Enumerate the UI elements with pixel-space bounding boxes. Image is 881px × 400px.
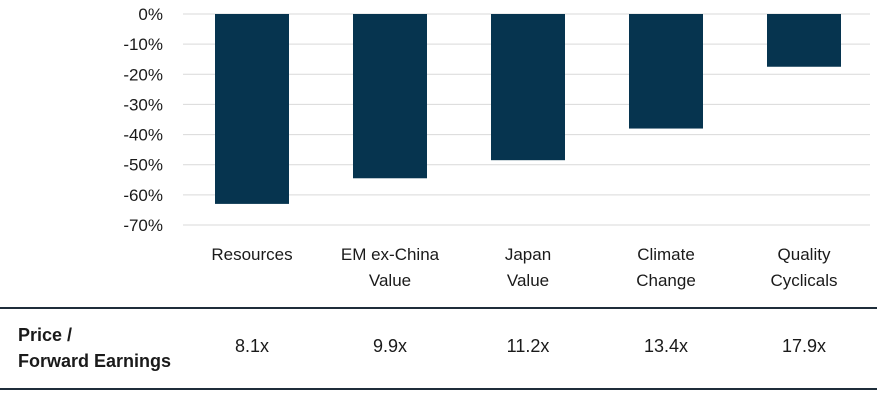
y-tick-label: -20% — [123, 65, 163, 84]
y-tick-label: 0% — [138, 5, 163, 24]
y-tick-label: -10% — [123, 35, 163, 54]
table-bottom-rule — [0, 388, 877, 390]
category-labels: Resources EM ex-China Value Japan Value Clima… — [211, 245, 837, 290]
category-label-line: Change — [636, 271, 696, 290]
category-label: Resources — [211, 245, 292, 264]
row-label-line-2: Forward Earnings — [18, 351, 172, 371]
y-tick-label: -40% — [123, 126, 163, 145]
row-label-price-forward-earnings: Price / Forward Earnings — [18, 322, 171, 374]
category-label-line: Value — [507, 271, 549, 290]
y-axis-tick-labels: 0% -10% -20% -30% -40% -50% -60% -70% — [123, 5, 163, 235]
row-label-line-1: Price / — [18, 325, 73, 345]
y-tick-label: -60% — [123, 186, 163, 205]
bar-chart: 0% -10% -20% -30% -40% -50% -60% -70% Resources… — [123, 5, 870, 290]
category-label-line: Quality — [778, 245, 831, 264]
bars — [215, 14, 841, 204]
category-label: Quality Cyclicals — [770, 245, 837, 290]
category-label-line: Japan — [505, 245, 551, 264]
y-tick-label: -70% — [123, 216, 163, 235]
category-label-line: Cyclicals — [770, 271, 837, 290]
pe-value-japan-value: 11.2x — [506, 336, 550, 356]
category-label-line: EM ex-China — [341, 245, 440, 264]
pe-value-em-ex-china-value: 9.9x — [372, 336, 408, 356]
category-label: Climate Change — [636, 245, 696, 290]
bar — [629, 14, 703, 129]
y-tick-label: -30% — [123, 95, 163, 114]
bar — [215, 14, 289, 204]
bar — [767, 14, 841, 67]
pe-value-resources: 8.1x — [234, 336, 270, 356]
table-top-rule — [0, 307, 877, 309]
pe-value-quality-cyclicals: 17.9x — [781, 336, 827, 356]
category-label-line: Value — [369, 271, 411, 290]
category-label-line: Climate — [637, 245, 695, 264]
bar — [353, 14, 427, 179]
category-label-line: Resources — [211, 245, 292, 264]
y-tick-label: -50% — [123, 156, 163, 175]
category-label: Japan Value — [505, 245, 551, 290]
pe-value-climate-change: 13.4x — [643, 336, 689, 356]
category-label: EM ex-China Value — [341, 245, 440, 290]
bar — [491, 14, 565, 161]
